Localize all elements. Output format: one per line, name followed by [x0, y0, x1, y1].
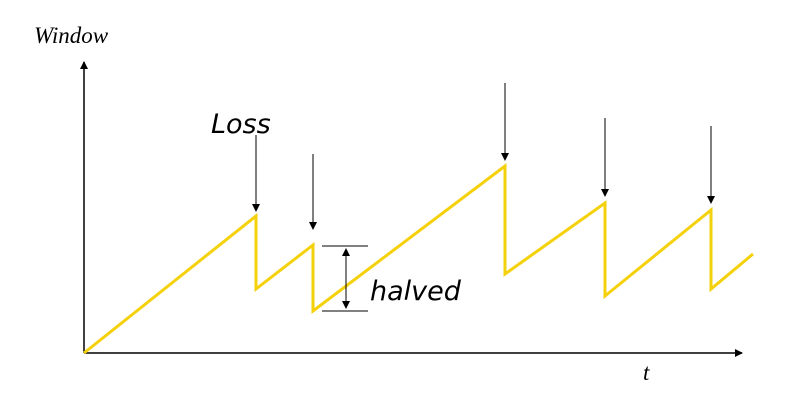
loss-label: Loss	[211, 109, 271, 140]
y-axis-label: Window	[34, 23, 109, 48]
x-axis-label: t	[643, 360, 650, 385]
halved-label: halved	[370, 276, 462, 307]
sawtooth-window-line	[83, 162, 754, 355]
